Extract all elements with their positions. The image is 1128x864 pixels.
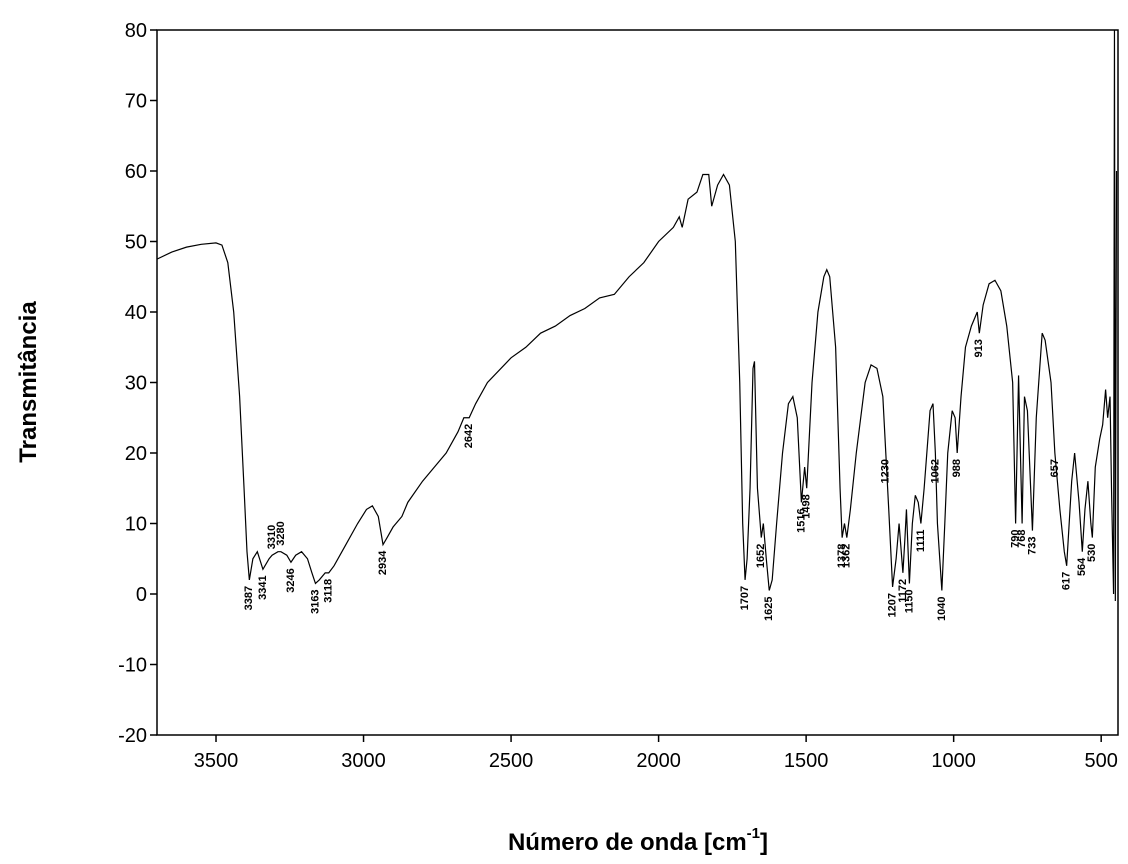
peak-label: 3246	[285, 568, 297, 592]
y-tick-label: 20	[125, 443, 147, 465]
y-tick-label: 30	[125, 373, 147, 395]
x-axis-title-end: ]	[760, 829, 768, 856]
peak-label: 1207	[886, 593, 898, 617]
peak-label: 1111	[915, 530, 927, 553]
peak-label: 1625	[763, 596, 775, 620]
peak-label: 1040	[936, 596, 948, 620]
x-tick-label: 3000	[341, 750, 386, 772]
x-tick-label: 2500	[489, 750, 534, 772]
peak-label: 1498	[801, 494, 813, 518]
x-tick-label: 3500	[194, 750, 239, 772]
y-axis-title: Transmitância	[15, 301, 42, 463]
y-tick-label: 40	[125, 302, 147, 324]
y-tick-label: -20	[118, 725, 147, 747]
peak-label: 790	[1010, 529, 1022, 547]
x-axis-title: Número de onda [cm-1]	[508, 825, 768, 856]
x-tick-label: 500	[1084, 750, 1117, 772]
peak-label: 564	[1076, 557, 1088, 576]
peak-label: 1707	[739, 586, 751, 610]
y-tick-label: 10	[125, 514, 147, 536]
peak-label: 3280	[275, 521, 287, 545]
peak-label: 3163	[309, 589, 321, 613]
peak-label: 1172	[897, 579, 909, 603]
peak-label: 657	[1049, 459, 1061, 477]
peak-label: 1516	[795, 508, 807, 532]
x-tick-label: 1500	[784, 750, 829, 772]
peak-label: 2934	[377, 550, 389, 575]
peak-label: 733	[1026, 537, 1038, 555]
y-tick-label: 50	[125, 232, 147, 254]
peak-label: 2642	[463, 424, 475, 448]
peak-label: 768	[1016, 530, 1028, 548]
peak-label: 3118	[323, 579, 335, 603]
plot-frame	[156, 29, 1119, 736]
peak-label: 3310	[266, 525, 278, 549]
peak-label: 1150	[903, 589, 915, 613]
peak-label: 1378	[836, 544, 848, 568]
x-axis-title-main: Número de onda [cm	[508, 829, 747, 856]
spectrum-line	[156, 29, 1118, 602]
peak-label: 988	[951, 459, 963, 477]
peak-label: 530	[1086, 544, 1098, 562]
y-tick-label: 60	[125, 161, 147, 183]
peak-label: 1230	[880, 459, 892, 483]
x-tick-label: 1000	[931, 750, 976, 772]
peak-label: 913	[973, 339, 985, 357]
y-tick-label: 80	[125, 20, 147, 42]
y-tick-label: -10	[118, 655, 147, 677]
peak-label: 1062	[929, 459, 941, 483]
peak-label: 617	[1061, 572, 1073, 590]
x-tick-label: 2000	[636, 750, 681, 772]
peak-label: 1362	[841, 544, 853, 568]
peak-label: 3341	[257, 575, 269, 599]
y-tick-label: 70	[125, 91, 147, 113]
peak-label: 1652	[755, 544, 767, 568]
x-axis-title-sup: -1	[747, 825, 760, 842]
y-tick-label: 0	[136, 584, 147, 606]
peak-label: 3387	[243, 586, 255, 610]
